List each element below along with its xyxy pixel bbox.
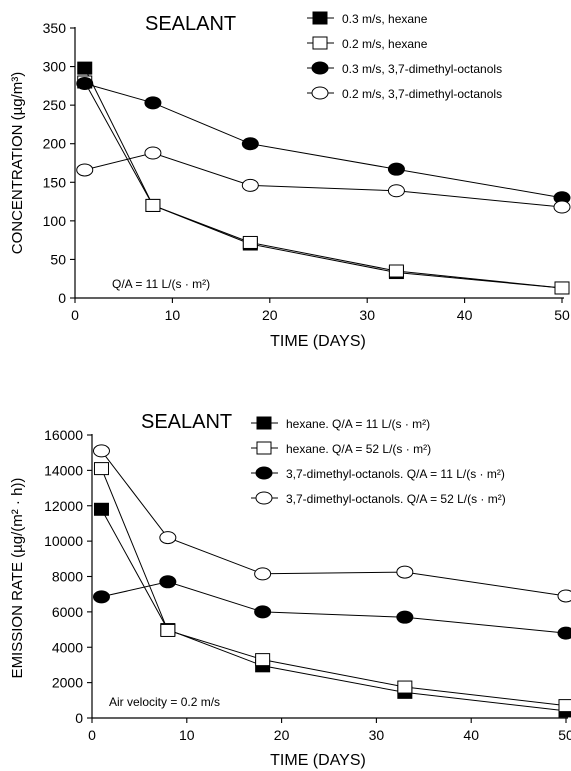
legend-marker: [312, 36, 328, 50]
data-point-series-2: [76, 77, 94, 91]
y-tick-label: 200: [43, 136, 67, 152]
x-tick-label: 0: [71, 307, 79, 323]
data-point-series-3: [76, 163, 94, 177]
legend-label: 0.2 m/s, 3,7-dimethyl-octanols: [342, 87, 502, 101]
data-point-series-3: [557, 589, 571, 603]
data-point-series-1: [242, 235, 258, 249]
x-tick-label: 30: [359, 307, 375, 323]
data-point-series-3: [387, 184, 405, 198]
y-tick-label: 0: [75, 710, 83, 726]
x-tick-label: 40: [463, 727, 479, 743]
data-point-series-2: [557, 626, 571, 640]
data-point-series-3: [92, 444, 110, 458]
data-point-series-3: [396, 565, 414, 579]
y-tick-label: 0: [58, 290, 66, 306]
data-point-series-1: [397, 680, 413, 694]
y-tick-label: 150: [43, 174, 67, 190]
data-point-series-3: [553, 200, 571, 214]
data-point-series-1: [93, 462, 109, 476]
annotation: Q/A = 11 L/(s · m²): [112, 277, 210, 291]
legend-label: 0.2 m/s, hexane: [342, 37, 428, 51]
x-tick-label: 20: [262, 307, 278, 323]
x-tick-label: 50: [554, 307, 570, 323]
legend-label: 3,7-dimethyl-octanols. Q/A = 11 L/(s · m…: [286, 467, 505, 481]
y-tick-label: 50: [50, 251, 66, 267]
legend-marker: [255, 466, 273, 480]
data-point-series-2: [387, 162, 405, 176]
data-point-series-3: [159, 531, 177, 545]
y-tick-label: 350: [43, 20, 67, 36]
x-tick-label: 0: [88, 727, 96, 743]
data-point-series-1: [554, 281, 570, 295]
data-point-series-2: [159, 575, 177, 589]
legend-marker: [256, 416, 272, 430]
data-point-series-2: [144, 96, 162, 110]
y-tick-label: 2000: [52, 675, 83, 691]
data-point-series-2: [396, 610, 414, 624]
chart-concentration: SEALANT Q/A = 11 L/(s · m²) TIME (DAYS) …: [9, 11, 571, 350]
data-point-series-1: [160, 623, 176, 637]
y-tick-label: 300: [43, 59, 67, 75]
y-tick-label: 16000: [44, 427, 83, 443]
x-tick-label: 10: [179, 727, 195, 743]
x-axis-label: TIME (DAYS): [270, 333, 366, 350]
chart-title: SEALANT: [141, 411, 232, 433]
data-point-series-3: [254, 567, 272, 581]
data-point-series-1: [558, 699, 571, 713]
legend-marker: [311, 86, 329, 100]
series-line-3: [84, 152, 563, 208]
legend-label: 0.3 m/s, 3,7-dimethyl-octanols: [342, 62, 502, 76]
y-axis-label: CONCENTRATION (µg/m³): [9, 72, 26, 255]
legend-marker: [312, 11, 328, 25]
y-tick-label: 6000: [52, 604, 83, 620]
data-point-series-0: [93, 502, 109, 516]
data-point-series-2: [92, 590, 110, 604]
annotation: Air velocity = 0.2 m/s: [109, 695, 220, 709]
legend-marker: [255, 491, 273, 505]
x-tick-label: 50: [558, 727, 571, 743]
x-tick-label: 30: [369, 727, 385, 743]
x-tick-label: 40: [457, 307, 473, 323]
data-point-series-0: [77, 61, 93, 75]
y-axis-label: EMISSION RATE (µg/(m² · h)): [9, 478, 26, 679]
x-tick-label: 10: [165, 307, 181, 323]
data-point-series-3: [241, 178, 259, 192]
y-tick-label: 10000: [44, 533, 83, 549]
x-tick-label: 20: [274, 727, 290, 743]
data-point-series-1: [255, 653, 271, 667]
y-tick-label: 4000: [52, 639, 83, 655]
chart-title: SEALANT: [145, 13, 236, 35]
data-point-series-3: [144, 146, 162, 160]
y-tick-label: 100: [43, 213, 67, 229]
legend-label: 0.3 m/s, hexane: [342, 12, 428, 26]
y-tick-label: 250: [43, 97, 67, 113]
y-tick-label: 8000: [52, 569, 83, 585]
data-point-series-2: [254, 605, 272, 619]
legend-marker: [311, 61, 329, 75]
chart-emission-rate: SEALANT Air velocity = 0.2 m/s TIME (DAY…: [9, 411, 571, 769]
data-point-series-1: [388, 264, 404, 278]
data-point-series-2: [241, 137, 259, 151]
y-tick-label: 14000: [44, 462, 83, 478]
legend-label: hexane. Q/A = 52 L/(s · m²): [286, 442, 431, 456]
legend-label: 3,7-dimethyl-octanols. Q/A = 52 L/(s · m…: [286, 492, 506, 506]
x-axis-label: TIME (DAYS): [270, 752, 366, 769]
y-tick-label: 12000: [44, 498, 83, 514]
data-point-series-1: [145, 198, 161, 212]
legend-label: hexane. Q/A = 11 L/(s · m²): [286, 417, 430, 431]
legend-marker: [256, 441, 272, 455]
